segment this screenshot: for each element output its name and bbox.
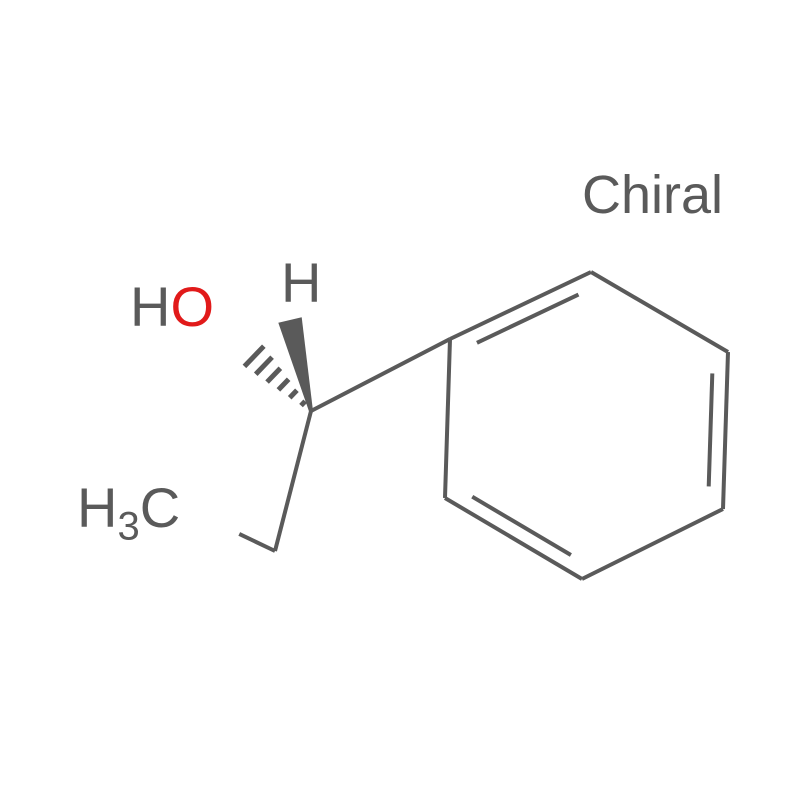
label-chiral: Chiral — [582, 165, 723, 225]
bond-wedge-hash-rung — [267, 368, 280, 382]
bond-double-outer — [450, 272, 591, 339]
bond-single — [239, 534, 275, 551]
bond-double-outer — [445, 498, 582, 579]
label-hydrogen: H — [281, 251, 321, 314]
bond-single — [591, 272, 728, 352]
bond-wedge-hash-rung — [278, 379, 288, 390]
label-hydroxyl: HO — [130, 275, 214, 338]
molecule-diagram: Chiral HO H H3C — [0, 0, 800, 800]
bond-wedge-hash-rung — [244, 346, 263, 366]
bond-single — [275, 411, 311, 551]
bond-double-inner — [472, 497, 571, 555]
bond-wedge-hash-rung — [256, 357, 272, 374]
bond-single — [582, 509, 723, 579]
bond-double-outer — [723, 352, 728, 509]
bond-wedge-hash-rung — [301, 401, 305, 405]
label-methyl: H3C — [77, 476, 180, 548]
bond-single — [311, 339, 450, 411]
bond-wedge-solid — [278, 317, 313, 411]
bond-single — [445, 339, 450, 498]
bond-wedge-hash-rung — [290, 390, 297, 397]
bond-double-inner — [709, 373, 713, 486]
